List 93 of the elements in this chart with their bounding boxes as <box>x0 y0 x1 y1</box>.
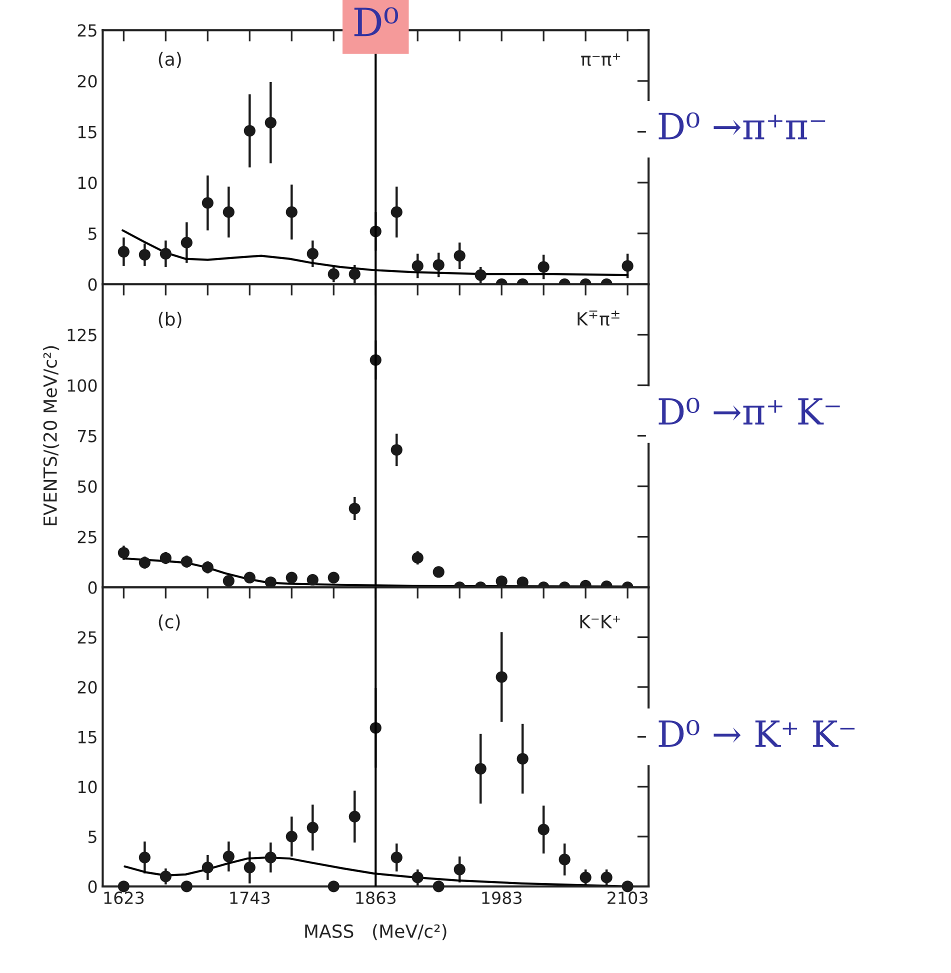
point <box>600 872 612 884</box>
point <box>244 572 256 584</box>
point <box>202 197 214 209</box>
point <box>496 671 508 683</box>
point <box>474 269 486 281</box>
x-tick-label: 1983 <box>482 892 522 904</box>
y-tick-label: 20 <box>78 680 97 694</box>
point <box>580 872 592 884</box>
point <box>138 248 151 261</box>
annotation: (a) <box>158 52 181 68</box>
point <box>118 546 130 559</box>
x-tick-label: 1863 <box>356 892 396 904</box>
point <box>622 260 634 272</box>
point <box>160 870 172 882</box>
point <box>202 862 214 874</box>
point <box>622 880 634 892</box>
point <box>432 259 444 271</box>
point <box>432 566 444 578</box>
y-tick-label: 0 <box>88 880 97 893</box>
point <box>558 854 570 866</box>
y-tick-label: 5 <box>88 228 96 240</box>
y-tick-label: 75 <box>78 430 96 442</box>
x-tick-label: 1623 <box>104 892 144 904</box>
y-tick-label: 25 <box>78 24 96 37</box>
point <box>538 261 550 273</box>
point <box>222 575 234 587</box>
y-tick-label: 5 <box>88 830 96 844</box>
y-tick-label: 100 <box>68 379 97 392</box>
point <box>244 862 256 874</box>
point <box>390 206 402 218</box>
y-tick-label: 50 <box>78 480 97 493</box>
point <box>538 824 550 836</box>
x-axis-title: MASS (MeV/c²) <box>305 924 446 940</box>
x-tick-label: 2103 <box>608 892 648 904</box>
y-tick-label: 0 <box>88 581 97 594</box>
point <box>264 852 276 864</box>
annotation: (c) <box>158 614 180 631</box>
point <box>244 124 256 137</box>
point <box>222 206 234 218</box>
point <box>180 556 192 568</box>
point <box>496 575 508 588</box>
point <box>412 552 424 564</box>
annotation: π⁻π⁺ <box>581 53 620 66</box>
point <box>264 116 276 128</box>
y-tick-label: 20 <box>78 74 97 88</box>
point <box>328 268 340 280</box>
y-tick-label: 15 <box>78 126 96 138</box>
point <box>138 852 151 864</box>
y-tick-label: 25 <box>78 530 96 544</box>
annotation: K$^{∓}$π$^{±}$ <box>578 310 620 326</box>
y-tick-label: 10 <box>78 176 97 190</box>
point <box>306 248 318 260</box>
point <box>348 268 360 280</box>
y-tick-label: 0 <box>88 278 97 291</box>
point <box>390 444 402 456</box>
y-tick-label: 125 <box>68 328 96 342</box>
y-tick-label: 10 <box>78 780 97 794</box>
point <box>306 822 318 834</box>
point <box>118 246 130 258</box>
point <box>328 880 340 892</box>
x-tick-label: 1743 <box>230 892 270 904</box>
point <box>454 864 466 876</box>
point <box>348 502 360 514</box>
text: D⁰ →π⁺π⁻ <box>658 112 826 140</box>
text: D⁰ →π⁺ K⁻ <box>658 398 840 425</box>
point <box>180 236 192 248</box>
point <box>516 752 528 765</box>
point <box>432 880 444 892</box>
point <box>412 260 424 272</box>
ref-line-label: D⁰ <box>354 7 398 36</box>
annotation: (b) <box>158 312 182 328</box>
point <box>222 850 234 862</box>
point <box>348 810 360 822</box>
point <box>180 880 192 892</box>
annotation: K⁻K⁺ <box>580 615 620 628</box>
y-tick-label: 25 <box>78 631 96 644</box>
point <box>454 250 466 262</box>
point <box>138 556 151 568</box>
point <box>412 872 424 884</box>
point <box>286 572 298 584</box>
point <box>328 572 340 584</box>
text: D⁰ → K⁺ K⁻ <box>658 720 855 747</box>
point <box>390 852 402 864</box>
point <box>306 574 318 586</box>
point <box>118 880 130 892</box>
point <box>160 552 172 564</box>
y-axis-title: EVENTS/(20 MeV/c²) <box>43 346 60 526</box>
point <box>286 830 298 842</box>
point <box>160 248 172 260</box>
point <box>474 762 486 775</box>
point <box>286 206 298 218</box>
y-tick-label: 15 <box>78 731 96 744</box>
point <box>202 562 214 574</box>
